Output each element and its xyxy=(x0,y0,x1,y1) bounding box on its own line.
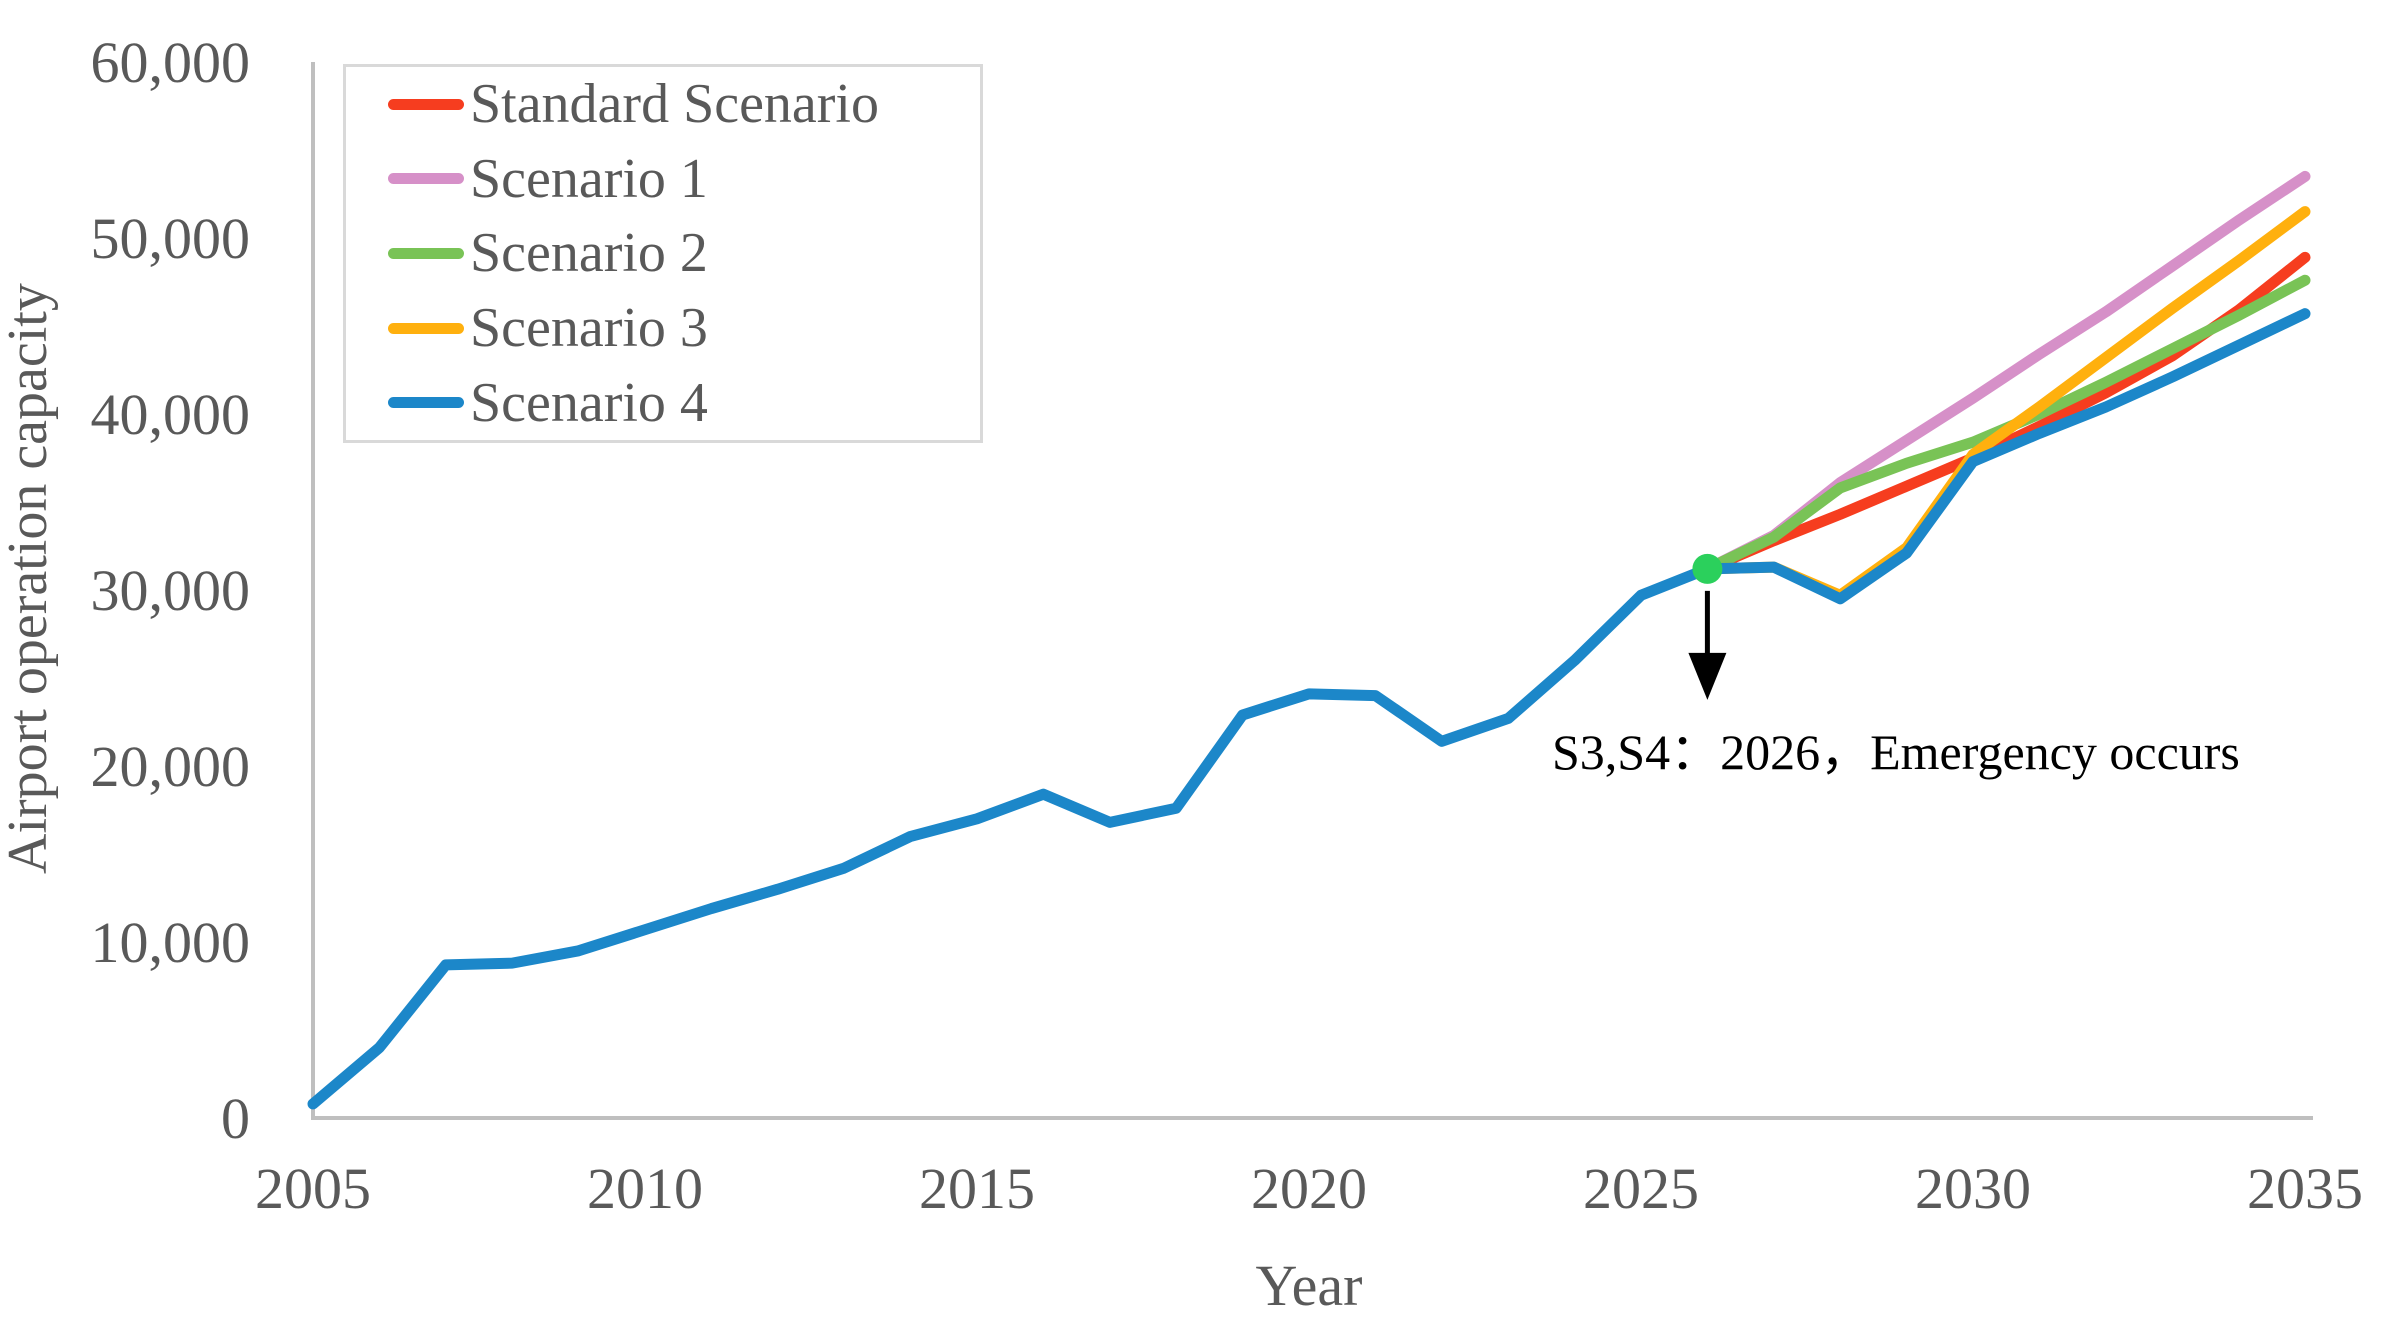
legend-item-scenario-4: Scenario 4 xyxy=(346,375,980,431)
y-tick-label: 30,000 xyxy=(91,558,251,623)
legend-swatch-scenario-3 xyxy=(388,322,464,334)
historical-line xyxy=(307,563,1713,1110)
x-tick-label: 2020 xyxy=(1251,1156,1367,1221)
legend-item-scenario-1: Scenario 1 xyxy=(346,151,980,207)
x-tick-label: 2005 xyxy=(255,1156,371,1221)
series-line-scenario-1 xyxy=(1701,170,2311,575)
legend-swatch-scenario-4 xyxy=(388,397,464,409)
y-tick-label: 60,000 xyxy=(91,30,251,95)
legend-label-scenario-2: Scenario 2 xyxy=(470,222,708,285)
emergency-annotation-text: S3,S4：2026，Emergency occurs xyxy=(1552,724,2240,780)
y-tick-label: 0 xyxy=(221,1086,250,1151)
y-tick-label: 40,000 xyxy=(91,382,251,447)
y-axis-title: Airport operation capacity xyxy=(0,283,59,874)
legend-swatch-scenario-1 xyxy=(388,173,464,185)
y-tick-label: 10,000 xyxy=(91,910,251,975)
legend-item-scenario-2: Scenario 2 xyxy=(346,225,980,281)
x-tick-label: 2010 xyxy=(587,1156,703,1221)
legend-label-standard-scenario: Standard Scenario xyxy=(470,73,879,136)
legend-item-scenario-3: Scenario 3 xyxy=(346,300,980,356)
emergency-marker-dot xyxy=(1692,553,1723,584)
legend-label-scenario-1: Scenario 1 xyxy=(470,147,708,210)
y-tick-label: 50,000 xyxy=(91,206,251,271)
legend: Standard Scenario Scenario 1 Scenario 2 … xyxy=(343,64,983,443)
x-tick-label: 2025 xyxy=(1583,1156,1699,1221)
legend-swatch-scenario-2 xyxy=(388,247,464,259)
legend-label-scenario-4: Scenario 4 xyxy=(470,371,708,434)
series-line-scenario-3 xyxy=(1701,206,2311,601)
x-axis-title: Year xyxy=(1255,1253,1363,1318)
legend-item-standard-scenario: Standard Scenario xyxy=(346,76,980,132)
series-line-scenario-4 xyxy=(1701,308,2311,605)
y-tick-label: 20,000 xyxy=(91,734,251,799)
annotation-arrow-head xyxy=(1688,652,1727,700)
legend-label-scenario-3: Scenario 3 xyxy=(470,297,708,360)
x-tick-label: 2015 xyxy=(919,1156,1035,1221)
x-tick-label: 2035 xyxy=(2247,1156,2363,1221)
legend-swatch-standard-scenario xyxy=(388,98,464,110)
x-tick-label: 2030 xyxy=(1915,1156,2031,1221)
